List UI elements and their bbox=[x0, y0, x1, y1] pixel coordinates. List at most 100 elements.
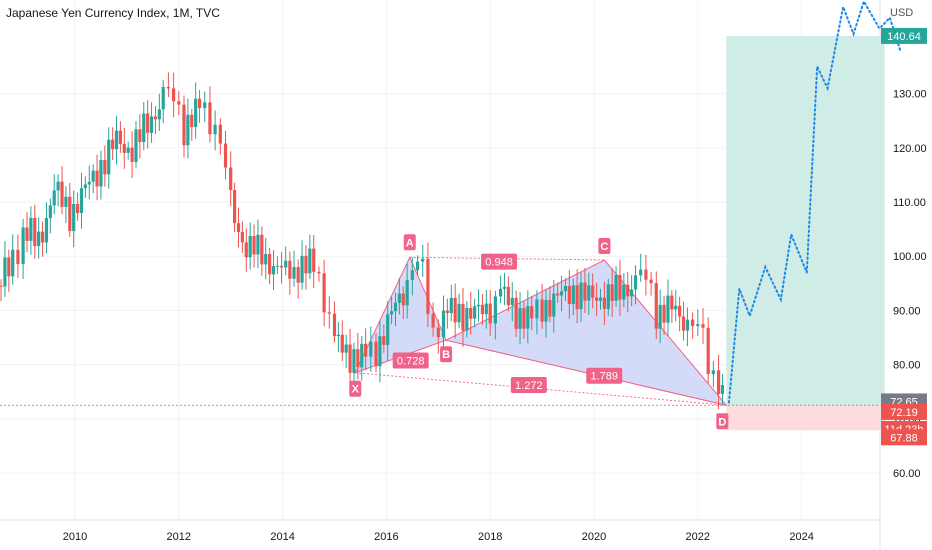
candle bbox=[44, 218, 49, 243]
risk-reward-zones bbox=[0, 35, 885, 431]
candle bbox=[461, 303, 465, 331]
candle bbox=[389, 311, 394, 315]
x-tick-label: 2018 bbox=[478, 531, 502, 543]
candle bbox=[476, 304, 481, 307]
candle bbox=[134, 129, 138, 162]
candle bbox=[244, 242, 248, 258]
candle bbox=[606, 284, 610, 309]
candle bbox=[649, 279, 653, 284]
y-tick-label: 100.00 bbox=[893, 251, 927, 263]
candle bbox=[598, 297, 603, 301]
candle bbox=[75, 204, 80, 213]
projection-line bbox=[727, 0, 902, 404]
candle bbox=[691, 319, 695, 327]
candle bbox=[670, 295, 674, 310]
candle bbox=[327, 312, 331, 314]
candle bbox=[3, 257, 7, 287]
stop-zone bbox=[726, 405, 885, 431]
candle bbox=[64, 196, 68, 207]
candle bbox=[111, 139, 115, 150]
candle bbox=[594, 297, 599, 301]
candle bbox=[240, 232, 244, 243]
candle bbox=[480, 304, 485, 315]
candle bbox=[336, 334, 340, 337]
pattern-labels: X A B C D 0.728 0.948 1.789 1.272 bbox=[349, 234, 729, 430]
candle bbox=[99, 160, 103, 187]
candle bbox=[716, 370, 721, 394]
target-price-tag: 140.64 bbox=[887, 31, 921, 43]
candle bbox=[87, 181, 91, 185]
candle bbox=[56, 181, 60, 191]
x-tick-label: 2012 bbox=[167, 531, 191, 543]
candle bbox=[674, 305, 678, 310]
x-tick-label: 2010 bbox=[63, 531, 87, 543]
candle bbox=[449, 297, 453, 314]
candle bbox=[11, 249, 15, 277]
candle bbox=[571, 285, 575, 304]
point-label-d: D bbox=[718, 416, 726, 428]
candle bbox=[356, 349, 360, 368]
candle bbox=[268, 254, 272, 275]
candle bbox=[296, 267, 300, 283]
target-price-tag-box bbox=[881, 27, 927, 44]
target-zone bbox=[726, 35, 885, 406]
ratio-label: 0.728 bbox=[397, 355, 425, 367]
candle bbox=[264, 254, 268, 265]
candle bbox=[322, 273, 326, 313]
candle bbox=[465, 307, 469, 331]
candle bbox=[292, 267, 296, 279]
candle bbox=[514, 297, 518, 329]
candle bbox=[223, 143, 228, 168]
point-label-a: A bbox=[406, 237, 414, 249]
candle bbox=[405, 279, 409, 306]
candle bbox=[157, 109, 161, 120]
candle bbox=[130, 147, 134, 162]
ratio-label: 1.789 bbox=[590, 371, 618, 383]
candle bbox=[630, 289, 634, 297]
candle bbox=[548, 299, 552, 317]
candle bbox=[658, 304, 662, 329]
candle bbox=[610, 284, 614, 301]
candle bbox=[48, 205, 52, 219]
candle bbox=[563, 285, 568, 292]
candle bbox=[556, 293, 560, 296]
ratio-label: 0.948 bbox=[485, 257, 513, 269]
candle bbox=[103, 160, 107, 175]
candle bbox=[662, 304, 666, 323]
candle bbox=[72, 204, 76, 232]
candle bbox=[208, 102, 212, 135]
y-tick-label: 90.00 bbox=[893, 305, 921, 317]
y-tick-label: 80.00 bbox=[893, 360, 921, 372]
candle bbox=[153, 116, 158, 120]
candle bbox=[138, 129, 142, 143]
candle bbox=[378, 336, 382, 367]
candle bbox=[530, 306, 534, 319]
candle bbox=[602, 297, 606, 309]
candle bbox=[436, 327, 440, 338]
candle bbox=[33, 217, 37, 247]
candle bbox=[540, 299, 544, 322]
candle bbox=[579, 282, 583, 310]
candle bbox=[25, 227, 29, 241]
candle bbox=[552, 293, 556, 317]
candle bbox=[107, 139, 111, 175]
candle bbox=[706, 327, 710, 375]
candle bbox=[644, 269, 648, 280]
candle bbox=[711, 370, 715, 375]
x-tick-label: 2022 bbox=[686, 531, 710, 543]
candle bbox=[29, 217, 33, 241]
candle bbox=[213, 124, 217, 135]
candle bbox=[591, 285, 595, 298]
candle bbox=[21, 227, 25, 265]
ratio-label-box bbox=[481, 253, 518, 270]
candle bbox=[522, 308, 526, 329]
x-tick-label: 2024 bbox=[789, 531, 813, 543]
candle bbox=[654, 283, 658, 329]
candle bbox=[186, 114, 190, 146]
candle bbox=[232, 190, 237, 224]
candle bbox=[271, 266, 276, 275]
ratio-label-box bbox=[586, 367, 623, 384]
candle bbox=[172, 88, 176, 102]
